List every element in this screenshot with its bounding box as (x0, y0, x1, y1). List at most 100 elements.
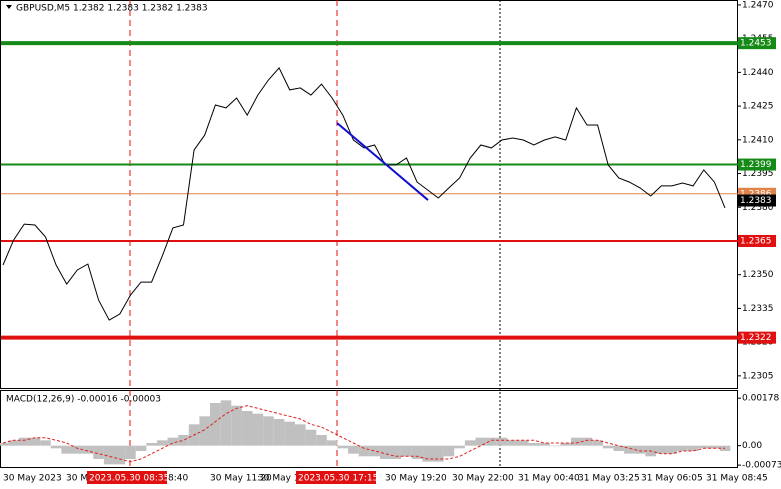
level-label: 1.2453 (740, 39, 772, 49)
histogram-bar (677, 445, 688, 451)
y-tick-label: 1.2380 (742, 203, 774, 213)
y-tick-label: 1.2335 (742, 304, 774, 314)
histogram-bar (634, 445, 646, 454)
histogram-bar (241, 411, 253, 446)
level-label-box (738, 194, 776, 207)
histogram-bar (464, 440, 476, 446)
histogram-bar (29, 437, 41, 446)
histogram-bar (231, 405, 242, 446)
level-label-box (738, 331, 776, 344)
histogram-bar (496, 437, 508, 446)
histogram-bar (72, 445, 83, 454)
histogram-bar (125, 445, 136, 459)
level-label-box (738, 37, 776, 50)
histogram-bar (369, 445, 380, 457)
histogram-bar (82, 445, 94, 454)
price-panel (0, 0, 738, 389)
histogram-bar (263, 416, 274, 446)
y-tick-label: 1.2425 (742, 102, 774, 112)
histogram-bar (93, 445, 104, 459)
histogram-bar (252, 413, 264, 446)
level-label: 1.2383 (740, 196, 772, 206)
histogram-bar (539, 443, 550, 446)
histogram-bar (284, 421, 295, 446)
histogram-bar (135, 445, 147, 451)
histogram-bar (273, 419, 285, 446)
x-tick-label: 31 May 03:25 (578, 474, 640, 484)
histogram-bar (443, 445, 455, 457)
level-label: 1.2322 (740, 333, 772, 343)
x-tick-label: 30 May 22:00 (452, 474, 514, 484)
histogram-bar (602, 445, 614, 449)
histogram-bar (40, 440, 51, 446)
x-tick-label: 30 May 11:20 (210, 474, 272, 484)
histogram-bar (358, 445, 370, 457)
histogram-bar (592, 440, 603, 446)
level-label-box (738, 234, 776, 247)
histogram-bar (326, 440, 338, 446)
signal-line (2, 405, 725, 463)
histogram-bar (687, 445, 699, 451)
price-line (2, 67, 726, 321)
histogram-bar (517, 440, 529, 446)
x-tick-label: 30 May 19:20 (385, 474, 447, 484)
y-tick-label: 1.2440 (742, 68, 774, 78)
histogram-bar (167, 437, 179, 446)
histogram-bar (379, 445, 391, 459)
x-tick-label: 31 May 00:40 (518, 474, 580, 484)
histogram-bar (337, 445, 349, 449)
histogram-bar (411, 445, 423, 459)
y-tick-label: 0.00 (742, 441, 762, 451)
histogram-bar (571, 437, 582, 446)
histogram-bar (220, 400, 232, 446)
y-tick-label: 1.2395 (742, 169, 774, 179)
histogram-bar (61, 445, 73, 454)
histogram-bar (698, 445, 710, 449)
histogram-bar (549, 445, 561, 447)
y-tick-label: 1.2410 (742, 135, 774, 145)
level-label: 1.2365 (740, 236, 772, 246)
x-tick-label: 30 May 1 (258, 474, 300, 484)
y-tick-label: 1.2305 (742, 371, 774, 381)
histogram-bar (454, 445, 465, 449)
histogram-bar (199, 416, 211, 446)
menu-arrow (6, 5, 12, 9)
x-tick-label: 8:40 (168, 474, 188, 484)
histogram-bar (401, 445, 412, 457)
x-tick-label: 2023.05.30 17:15 (298, 474, 378, 484)
histogram-bar (613, 445, 625, 451)
histogram-bar (666, 445, 678, 454)
histogram-bar (390, 445, 402, 459)
histogram-bar (50, 445, 62, 449)
histogram-bar (348, 445, 359, 454)
x-tick-label: 31 May 08:45 (706, 474, 768, 484)
chart-title: GBPUSD,M5 1.2382 1.2383 1.2382 1.2383 (16, 4, 208, 14)
histogram-bar (475, 437, 487, 446)
x-tick-label: 30 May 2023 (3, 474, 62, 484)
histogram-bar (624, 445, 635, 454)
histogram-bar (709, 445, 720, 449)
histogram-bar (8, 440, 19, 446)
x-tick-label: 2023.05.30 08:35 (89, 474, 169, 484)
x-highlight-box (87, 471, 167, 484)
macd-title: MACD(12,26,9) -0.00016 -0.00003 (6, 395, 161, 405)
level-label: 1.2386 (740, 189, 772, 199)
histogram-bar (178, 435, 189, 446)
histogram-bar (655, 445, 667, 454)
histogram-bar (507, 440, 518, 446)
y-tick-label: 1.2350 (742, 270, 774, 280)
histogram-bar (316, 435, 327, 446)
x-tick-label: 30 May 0 (66, 474, 108, 484)
histogram-bar (114, 445, 126, 465)
histogram-bar (305, 429, 317, 446)
histogram-bar (156, 440, 168, 446)
histogram-bar (528, 443, 540, 446)
histogram-bar (103, 445, 115, 465)
x-tick-label: 31 May 06:05 (641, 474, 703, 484)
histogram-bar (486, 437, 497, 446)
y-tick-label: 0.00178 (742, 394, 779, 404)
y-tick-label: 1.2470 (742, 0, 774, 10)
histogram-bar (18, 437, 30, 446)
x-highlight-box (296, 471, 376, 484)
